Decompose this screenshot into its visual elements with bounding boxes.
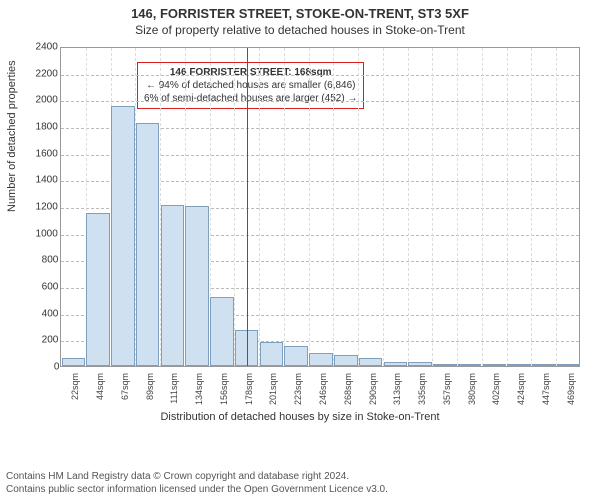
histogram-bar <box>334 355 358 366</box>
x-gridline <box>408 48 409 366</box>
x-axis-label: Distribution of detached houses by size … <box>0 411 600 423</box>
y-gridline <box>61 101 579 102</box>
x-tick-label: 134sqm <box>194 373 204 405</box>
x-gridline <box>358 48 359 366</box>
x-tick-label: 223sqm <box>293 373 303 405</box>
y-tick-label: 1400 <box>36 175 58 186</box>
histogram-bar <box>384 362 408 366</box>
histogram-bar <box>210 297 234 366</box>
x-tick-label: 357sqm <box>442 373 452 405</box>
x-gridline <box>556 48 557 366</box>
x-gridline <box>309 48 310 366</box>
x-tick-label: 44sqm <box>95 373 105 400</box>
y-tick-label: 2000 <box>36 95 58 106</box>
histogram-bar <box>408 362 432 366</box>
annotation-line3: 6% of semi-detached houses are larger (4… <box>144 92 357 105</box>
histogram-bar <box>185 206 209 366</box>
histogram-bar <box>62 358 86 366</box>
histogram-bar <box>507 364 531 366</box>
footer-attribution: Contains HM Land Registry data © Crown c… <box>6 470 388 496</box>
y-tick-label: 2400 <box>36 42 58 53</box>
footer-line1: Contains HM Land Registry data © Crown c… <box>6 470 388 483</box>
x-tick-label: 268sqm <box>343 373 353 405</box>
x-gridline <box>259 48 260 366</box>
y-tick-label: 2200 <box>36 68 58 79</box>
x-tick-label: 380sqm <box>467 373 477 405</box>
y-tick-label: 1200 <box>36 202 58 213</box>
x-tick-label: 246sqm <box>318 373 328 405</box>
histogram-bar <box>111 106 135 366</box>
x-gridline <box>284 48 285 366</box>
chart-area: Number of detached properties 146 FORRIS… <box>0 37 600 427</box>
y-axis-label: Number of detached properties <box>6 60 18 212</box>
histogram-bar <box>483 364 507 366</box>
histogram-bar <box>161 205 185 366</box>
annotation-line2: ← 94% of detached houses are smaller (6,… <box>144 79 357 92</box>
x-tick-label: 469sqm <box>566 373 576 405</box>
x-tick-label: 424sqm <box>516 373 526 405</box>
x-tick-label: 335sqm <box>417 373 427 405</box>
reference-line <box>247 48 248 366</box>
x-gridline <box>507 48 508 366</box>
y-tick-label: 400 <box>42 308 59 319</box>
x-tick-label: 67sqm <box>120 373 130 400</box>
x-gridline <box>457 48 458 366</box>
histogram-bar <box>136 123 160 366</box>
histogram-bar <box>309 353 333 366</box>
annotation-line1: 146 FORRISTER STREET: 168sqm <box>144 66 357 79</box>
x-gridline <box>383 48 384 366</box>
y-tick-label: 1000 <box>36 228 58 239</box>
y-tick-label: 0 <box>54 362 60 373</box>
x-gridline <box>432 48 433 366</box>
y-tick-label: 800 <box>42 255 59 266</box>
x-tick-label: 290sqm <box>368 373 378 405</box>
chart-plot: 146 FORRISTER STREET: 168sqm ← 94% of de… <box>60 47 580 367</box>
histogram-bar <box>433 364 457 366</box>
x-gridline <box>531 48 532 366</box>
x-tick-label: 447sqm <box>541 373 551 405</box>
y-gridline <box>61 75 579 76</box>
x-gridline <box>333 48 334 366</box>
y-tick-label: 1800 <box>36 122 58 133</box>
y-tick-label: 200 <box>42 335 59 346</box>
x-tick-label: 89sqm <box>145 373 155 400</box>
histogram-bar <box>557 364 581 366</box>
chart-subtitle: Size of property relative to detached ho… <box>0 21 600 37</box>
page-title: 146, FORRISTER STREET, STOKE-ON-TRENT, S… <box>0 0 600 21</box>
histogram-bar <box>458 364 482 366</box>
histogram-bar <box>532 364 556 366</box>
histogram-bar <box>260 342 284 366</box>
x-tick-label: 156sqm <box>219 373 229 405</box>
histogram-bar <box>284 346 308 366</box>
x-tick-label: 178sqm <box>244 373 254 405</box>
footer-line2: Contains public sector information licen… <box>6 483 388 496</box>
x-gridline <box>234 48 235 366</box>
x-tick-label: 201sqm <box>268 373 278 405</box>
y-tick-label: 600 <box>42 282 59 293</box>
x-gridline <box>482 48 483 366</box>
x-tick-label: 313sqm <box>392 373 402 405</box>
x-tick-label: 22sqm <box>70 373 80 400</box>
y-tick-label: 1600 <box>36 148 58 159</box>
x-tick-label: 402sqm <box>491 373 501 405</box>
histogram-bar <box>86 213 110 366</box>
x-tick-label: 111sqm <box>169 373 179 404</box>
histogram-bar <box>359 358 383 366</box>
